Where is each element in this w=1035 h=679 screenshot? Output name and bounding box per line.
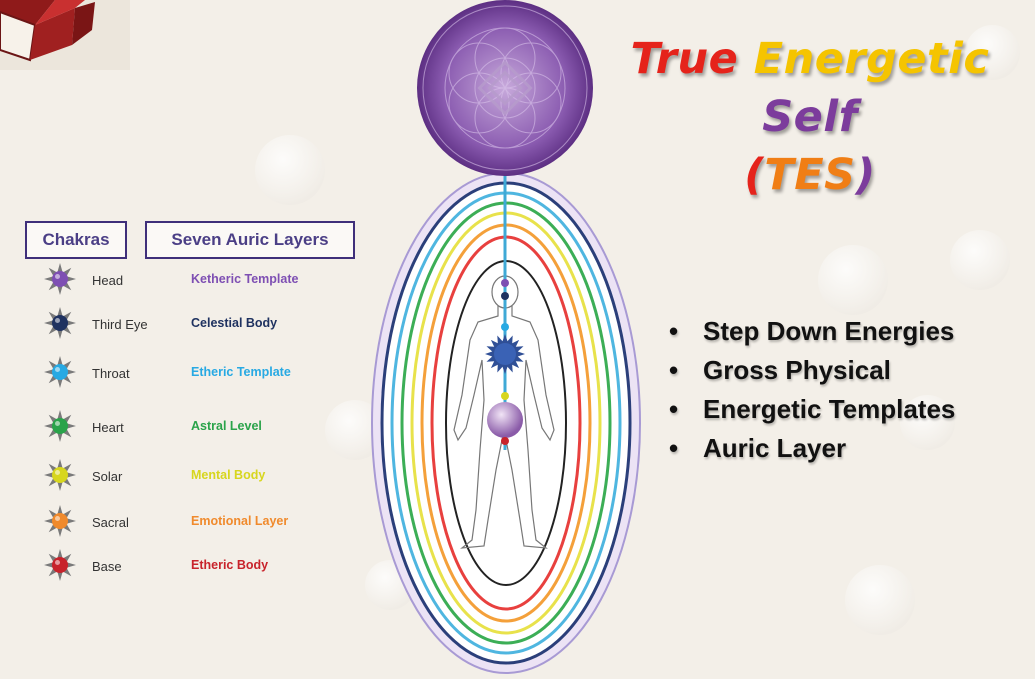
auric-layer-name: Ketheric Template <box>191 272 299 286</box>
green-chakra-icon <box>44 410 76 442</box>
bullet-item: Step Down Energies <box>665 312 955 351</box>
chakra-name: Base <box>92 559 122 574</box>
crown-point-icon <box>501 279 509 287</box>
chakra-name: Throat <box>92 366 130 381</box>
background-bubble <box>965 25 1020 80</box>
chakra-row: Base Etheric Body <box>0 549 360 582</box>
cube-logo-icon <box>0 0 130 70</box>
auric-layers-header-label: Seven Auric Layers <box>171 230 329 249</box>
blue-chakra-icon <box>44 356 76 388</box>
title-word: True <box>630 34 739 84</box>
page-title: True Energetic Self (TES) <box>600 30 1020 204</box>
title-paren-close: ) <box>855 150 876 200</box>
true-energetic-self-orb <box>417 0 593 176</box>
body-chakra-points <box>485 279 525 445</box>
chakra-name: Third Eye <box>92 317 148 332</box>
endless-knot-icon <box>477 60 533 116</box>
background-bubble <box>255 135 325 205</box>
violet-chakra-icon <box>44 263 76 295</box>
chakras-header: Chakras <box>25 221 127 259</box>
bullet-item: Gross Physical <box>665 351 955 390</box>
auric-layers-header: Seven Auric Layers <box>145 221 355 259</box>
chakra-name: Head <box>92 273 124 288</box>
chakra-name: Solar <box>92 469 123 484</box>
solar-point-icon <box>501 392 509 400</box>
chakra-row: Solar Mental Body <box>0 459 360 492</box>
orange-chakra-icon <box>44 505 76 537</box>
title-word: Energetic <box>753 34 990 84</box>
bullet-item: Auric Layer <box>665 429 955 468</box>
chakra-row: Sacral Emotional Layer <box>0 505 360 538</box>
auric-layer-name: Mental Body <box>191 468 266 482</box>
title-line-1: True Energetic Self <box>600 30 1020 146</box>
background-bubble <box>950 230 1010 290</box>
base-point-icon <box>501 437 509 445</box>
background-bubble <box>845 565 915 635</box>
heart-starburst-icon <box>485 334 525 374</box>
title-word: Self <box>762 92 858 142</box>
red-chakra-icon <box>44 549 76 581</box>
chakra-row: Heart Astral Level <box>0 410 360 443</box>
indigo-chakra-icon <box>44 307 76 339</box>
sacral-sphere-icon <box>487 402 523 438</box>
chakra-name: Heart <box>92 420 124 435</box>
title-paren-open: ( <box>744 150 765 200</box>
chakra-row: Third Eye Celestial Body <box>0 307 360 340</box>
energy-body-diagram <box>371 0 641 674</box>
yellow-chakra-icon <box>44 459 76 491</box>
throat-point-icon <box>501 323 509 331</box>
chakras-header-label: Chakras <box>42 230 110 249</box>
chakra-row: Head Ketheric Template <box>0 263 360 296</box>
auric-layer-name: Etheric Body <box>191 558 269 572</box>
auric-layer-name: Etheric Template <box>191 365 291 379</box>
third-eye-point-icon <box>501 292 509 300</box>
chakra-name: Sacral <box>92 515 129 530</box>
auric-layer-name: Astral Level <box>191 419 262 433</box>
title-line-2: (TES) <box>600 146 1020 204</box>
chakra-row: Throat Etheric Template <box>0 356 360 389</box>
bullet-item: Energetic Templates <box>665 390 955 429</box>
auric-layer-name: Celestial Body <box>191 316 278 330</box>
auric-layer-name: Emotional Layer <box>191 514 289 528</box>
background-bubble <box>818 245 888 315</box>
title-abbreviation: TES <box>764 150 856 200</box>
key-points-list: Step Down Energies Gross Physical Energe… <box>665 312 955 468</box>
